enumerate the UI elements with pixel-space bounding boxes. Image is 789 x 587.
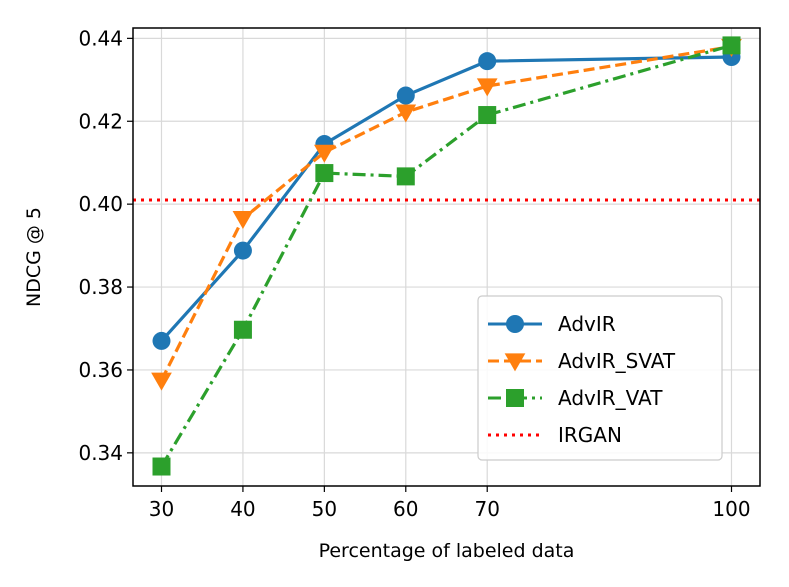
legend: AdvIR AdvIR_SVAT AdvIR_VAT IRGAN xyxy=(477,295,723,461)
legend-marker xyxy=(506,389,524,407)
data-point xyxy=(152,457,171,476)
y-tick-label: 0.36 xyxy=(78,358,123,382)
y-tick-label: 0.42 xyxy=(78,109,123,133)
data-point xyxy=(232,211,254,230)
x-tick-label: 70 xyxy=(474,497,499,521)
x-tick-label: 100 xyxy=(712,497,750,521)
data-point xyxy=(396,86,415,105)
legend-marker xyxy=(506,315,524,333)
x-axis-ticks: 30 40 50 60 70 100 xyxy=(149,486,751,521)
data-point xyxy=(152,331,171,350)
x-tick-label: 60 xyxy=(393,497,418,521)
grid-layer xyxy=(133,28,760,486)
data-point xyxy=(233,241,252,260)
y-tick-label: 0.44 xyxy=(78,26,123,50)
data-point xyxy=(722,36,741,55)
x-axis-label: Percentage of labeled data xyxy=(319,540,575,562)
legend-label: AdvIR_VAT xyxy=(558,386,663,410)
legend-label: AdvIR_SVAT xyxy=(558,349,676,373)
x-tick-label: 40 xyxy=(230,497,255,521)
data-point xyxy=(151,372,172,391)
data-point xyxy=(478,52,497,71)
legend-label: IRGAN xyxy=(558,423,622,447)
y-axis-label: NDCG @ 5 xyxy=(23,207,45,307)
series-line xyxy=(160,55,732,343)
data-point xyxy=(476,78,498,97)
data-point xyxy=(315,164,334,183)
x-tick-label: 50 xyxy=(312,497,337,521)
data-point xyxy=(314,144,335,163)
series-layer xyxy=(151,36,742,476)
legend-label: AdvIR xyxy=(558,312,616,336)
series-advir-vat xyxy=(152,36,741,476)
series-line xyxy=(160,43,732,468)
y-tick-label: 0.34 xyxy=(78,441,123,465)
legend-marker xyxy=(504,353,526,372)
data-point xyxy=(233,320,252,339)
data-point xyxy=(396,167,415,186)
y-tick-label: 0.38 xyxy=(78,275,123,299)
legend-box xyxy=(477,295,723,461)
y-tick-label: 0.40 xyxy=(78,192,123,216)
x-tick-label: 30 xyxy=(149,497,174,521)
y-axis-ticks: 0.34 0.36 0.38 0.40 0.42 0.44 xyxy=(78,26,133,465)
series-line xyxy=(160,45,732,382)
data-point xyxy=(478,106,497,125)
plot-frame xyxy=(132,27,761,487)
data-point xyxy=(395,104,417,123)
